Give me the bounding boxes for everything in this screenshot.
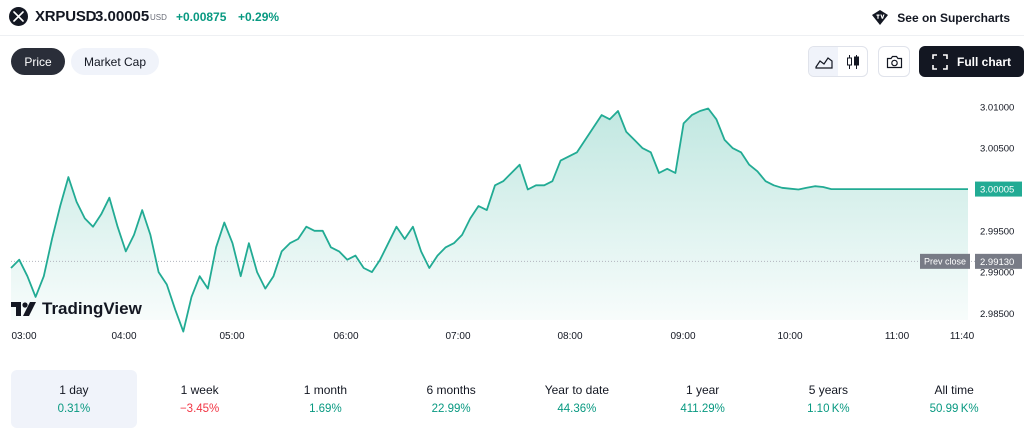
period-label: 5 years: [808, 383, 849, 397]
y-tick-label: 3.01000: [980, 102, 1014, 113]
last-price-badge: 3.00005: [975, 181, 1022, 197]
x-tick-label: 11:00: [885, 331, 910, 342]
price-change-percent: +0.29%: [238, 10, 280, 24]
x-tick-label: 09:00: [670, 331, 695, 342]
price-change: +0.00875: [176, 10, 227, 24]
candles-icon: [846, 54, 859, 69]
period-1y[interactable]: 1 year 411.29%: [640, 370, 766, 428]
price-area-fill: [11, 108, 968, 332]
time-axis: 03:00 04:00 05:00 06:00 07:00 08:00 09:00 10:00…: [11, 331, 974, 342]
prev-close-badge: Prev close 2.99130: [920, 253, 1022, 269]
full-chart-button[interactable]: Full chart: [919, 46, 1024, 77]
period-1w[interactable]: 1 week −3.45%: [137, 370, 263, 428]
period-performance-bar: 1 day 0.31% 1 week −3.45% 1 month 1.69% 6 m…: [11, 370, 1017, 428]
symbol-name: XRPUSD: [35, 8, 97, 25]
supercharts-label: See on Supercharts: [897, 10, 1010, 25]
y-tick-label: 2.99000: [980, 268, 1014, 279]
snapshot-button[interactable]: [878, 46, 910, 77]
period-label: 1 day: [59, 383, 89, 397]
prev-close-value: 2.99130: [980, 257, 1014, 268]
candles-chart-button[interactable]: [838, 47, 867, 76]
last-price-axis-label: 3.00005: [980, 185, 1014, 196]
prev-close-label: Prev close: [924, 256, 966, 266]
period-5y[interactable]: 5 years 1.10 K%: [766, 370, 892, 428]
y-tick-label: 2.98500: [980, 309, 1014, 320]
period-value: 44.36%: [557, 403, 597, 415]
tradingview-watermark: TradingView: [11, 299, 142, 319]
tradingview-logo-icon: [872, 10, 889, 25]
chart-style-toggle: [808, 46, 868, 77]
period-value: 50.99 K%: [929, 403, 979, 415]
x-tick-label: 11:40: [950, 331, 975, 342]
area-chart-icon: [814, 56, 833, 69]
period-label: 6 months: [426, 383, 476, 397]
price-axis: 3.01000 3.00500 2.99500 2.99000 2.98500: [980, 102, 1014, 320]
camera-icon: [886, 55, 902, 68]
period-value: 1.10 K%: [807, 403, 850, 415]
brand-label: TradingView: [42, 299, 142, 318]
x-tick-label: 06:00: [333, 331, 358, 342]
tab-market-cap[interactable]: Market Cap: [71, 48, 159, 75]
area-chart-button[interactable]: [809, 47, 838, 76]
price-chart[interactable]: 3.01000 3.00500 2.99500 2.99000 2.98500 03:0…: [0, 88, 1024, 354]
period-all[interactable]: All time 50.99 K%: [891, 370, 1017, 428]
period-label: All time: [934, 383, 974, 397]
tradingview-wordmark-icon: [11, 301, 36, 316]
period-label: Year to date: [544, 383, 610, 397]
price-line: [10, 107, 968, 333]
x-tick-label: 03:00: [11, 331, 36, 342]
period-6m[interactable]: 6 months 22.99%: [388, 370, 514, 428]
period-label: 1 year: [685, 383, 720, 397]
last-price: 3.00005: [95, 8, 150, 25]
xrp-logo-icon: [9, 7, 28, 26]
currency-label: USD: [150, 13, 167, 22]
period-1m[interactable]: 1 month 1.69%: [263, 370, 389, 428]
period-label: 1 month: [303, 383, 348, 397]
period-1d[interactable]: 1 day 0.31%: [11, 370, 137, 428]
period-value: −3.45%: [179, 403, 220, 415]
period-value: 0.31%: [57, 403, 91, 415]
y-tick-label: 3.00500: [980, 144, 1014, 155]
fullscreen-icon: [932, 53, 948, 70]
see-on-supercharts-link[interactable]: See on Supercharts: [870, 9, 1010, 26]
period-ytd[interactable]: Year to date 44.36%: [514, 370, 640, 428]
period-value: 1.69%: [309, 403, 342, 415]
symbol-header: XRPUSD 3.00005 USD +0.00875 +0.29% See o…: [0, 0, 1024, 36]
x-tick-label: 07:00: [445, 331, 470, 342]
x-tick-label: 04:00: [111, 331, 136, 342]
y-tick-label: 2.99500: [980, 226, 1014, 237]
period-value: 411.29%: [680, 403, 725, 415]
tab-price[interactable]: Price: [11, 48, 65, 75]
period-label: 1 week: [180, 383, 219, 397]
x-tick-label: 05:00: [219, 331, 244, 342]
x-tick-label: 08:00: [557, 331, 582, 342]
full-chart-label: Full chart: [956, 54, 1011, 69]
period-value: 22.99%: [431, 403, 471, 415]
x-tick-label: 10:00: [777, 331, 802, 342]
